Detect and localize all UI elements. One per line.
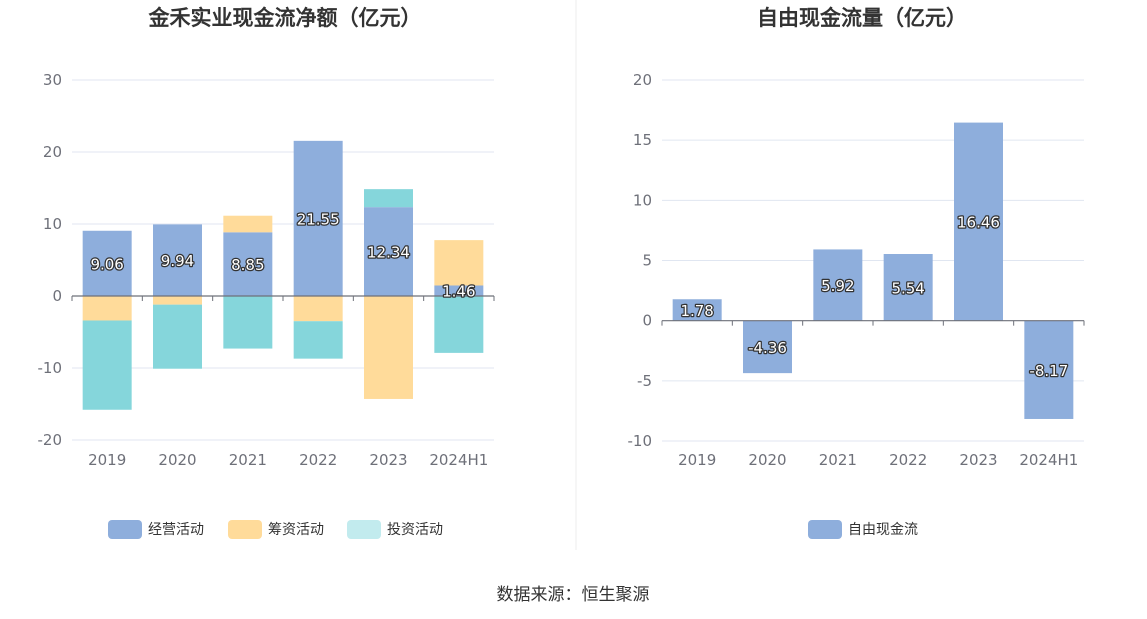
free-cashflow-chart: 自由现金流量（亿元） 20 15 10 5 0 -5 -10 2019 2020 2021 202…: [628, 6, 1085, 539]
cashflow-legend[interactable]: 经营活动 筹资活动 投资活动: [108, 520, 443, 539]
x-tick-label: 2021: [229, 451, 267, 469]
bar-series-2[interactable]: [153, 304, 202, 369]
y-tick-label: 20: [43, 143, 62, 161]
bar-series-1[interactable]: [223, 215, 273, 233]
legend-swatch-financing[interactable]: [228, 520, 262, 539]
data-label: 9.06: [90, 255, 123, 273]
legend-label-investing[interactable]: 投资活动: [387, 522, 443, 538]
legend-label-operating[interactable]: 经营活动: [148, 522, 204, 538]
data-label: 8.85: [231, 256, 264, 274]
cashflow-data-labels: 9.06 9.94 8.85 21.55 12.34 1.46: [89, 209, 477, 302]
cashflow-bars: [82, 140, 484, 410]
y-tick-label: -20: [38, 431, 63, 449]
data-label: 16.46: [957, 214, 1000, 232]
free-cashflow-chart-title: 自由现金流量（亿元）: [757, 6, 967, 30]
bar-primary[interactable]: [82, 230, 132, 296]
bar-series-1[interactable]: [434, 240, 484, 286]
bar-series-2[interactable]: [293, 321, 343, 359]
x-tick-label: 2022: [299, 451, 337, 469]
x-tick-label: 2019: [88, 451, 126, 469]
y-tick-label: -5: [637, 372, 652, 390]
x-tick-label: 2022: [889, 451, 927, 469]
y-tick-label: 10: [633, 191, 652, 209]
free-cashflow-x-axis: 2019 2020 2021 2022 2023 2024H1: [678, 451, 1078, 469]
data-label: 1.78: [680, 302, 713, 320]
bar-series-1[interactable]: [293, 296, 343, 322]
data-source-note: 数据来源：恒生聚源: [497, 585, 650, 605]
x-tick-label: 2019: [678, 451, 716, 469]
y-tick-label: -10: [38, 359, 63, 377]
bar-series-2[interactable]: [223, 296, 273, 349]
bar-primary[interactable]: [293, 140, 343, 296]
y-tick-label: 10: [43, 215, 62, 233]
free-cashflow-zero-axis: [661, 320, 1085, 326]
x-tick-label: 2023: [369, 451, 407, 469]
legend-label-financing[interactable]: 筹资活动: [268, 521, 324, 538]
legend-label-free-cashflow[interactable]: 自由现金流: [848, 522, 918, 538]
cashflow-y-axis: 30 20 10 0 -10 -20: [38, 71, 63, 449]
x-tick-label: 2020: [158, 451, 196, 469]
bar-primary[interactable]: [434, 285, 484, 296]
legend-swatch-free-cashflow[interactable]: [808, 520, 842, 539]
bar-series-1[interactable]: [153, 296, 202, 305]
bar-primary[interactable]: [954, 122, 1003, 321]
bar-primary[interactable]: [153, 224, 202, 296]
y-tick-label: 0: [642, 312, 652, 330]
x-tick-label: 2024H1: [1019, 451, 1078, 469]
data-label: 1.46: [442, 283, 475, 301]
y-tick-label: 20: [633, 71, 652, 89]
data-label: -4.36: [748, 339, 787, 357]
bar-primary[interactable]: [743, 320, 792, 374]
free-cashflow-legend[interactable]: 自由现金流: [808, 520, 918, 539]
x-tick-label: 2020: [748, 451, 786, 469]
data-label: 5.92: [821, 277, 854, 295]
x-tick-label: 2024H1: [429, 451, 488, 469]
data-label: 5.54: [891, 279, 924, 297]
cashflow-chart-title: 金禾实业现金流净额（亿元）: [148, 6, 422, 30]
bar-primary[interactable]: [813, 249, 863, 321]
legend-swatch-investing[interactable]: [347, 520, 381, 539]
bar-series-1[interactable]: [82, 296, 132, 321]
free-cashflow-data-labels: 1.78 -4.36 5.92 5.54 16.46 -8.17: [679, 212, 1069, 381]
free-cashflow-y-axis: 20 15 10 5 0 -5 -10: [628, 71, 653, 450]
x-tick-label: 2023: [959, 451, 997, 469]
bar-primary[interactable]: [883, 254, 933, 321]
y-tick-label: -10: [628, 432, 653, 450]
cashflow-zero-axis: [71, 295, 495, 301]
data-label: 9.94: [161, 252, 194, 270]
bar-primary[interactable]: [223, 232, 273, 296]
cashflow-chart: 金禾实业现金流净额（亿元） 30 20 10 0 -10 -20 2019 2020 2021…: [38, 6, 495, 539]
free-cashflow-grid: [662, 79, 1084, 442]
bar-primary[interactable]: [672, 299, 722, 321]
data-label: -8.17: [1029, 362, 1068, 380]
bar-series-1[interactable]: [364, 296, 413, 399]
cashflow-grid: [72, 79, 494, 441]
y-tick-label: 0: [52, 287, 62, 305]
legend-swatch-operating[interactable]: [108, 520, 142, 539]
bar-series-2[interactable]: [364, 189, 413, 208]
bar-primary[interactable]: [1024, 320, 1074, 419]
free-cashflow-bars: [672, 122, 1074, 419]
cashflow-x-axis: 2019 2020 2021 2022 2023 2024H1: [88, 451, 488, 469]
y-tick-label: 15: [633, 131, 652, 149]
bar-series-2[interactable]: [434, 296, 484, 353]
y-tick-label: 5: [642, 252, 652, 270]
bar-series-2[interactable]: [82, 320, 132, 410]
x-tick-label: 2021: [819, 451, 857, 469]
data-label: 12.34: [367, 244, 410, 262]
data-label: 21.55: [297, 210, 340, 228]
y-tick-label: 30: [43, 71, 62, 89]
bar-primary[interactable]: [364, 207, 413, 296]
